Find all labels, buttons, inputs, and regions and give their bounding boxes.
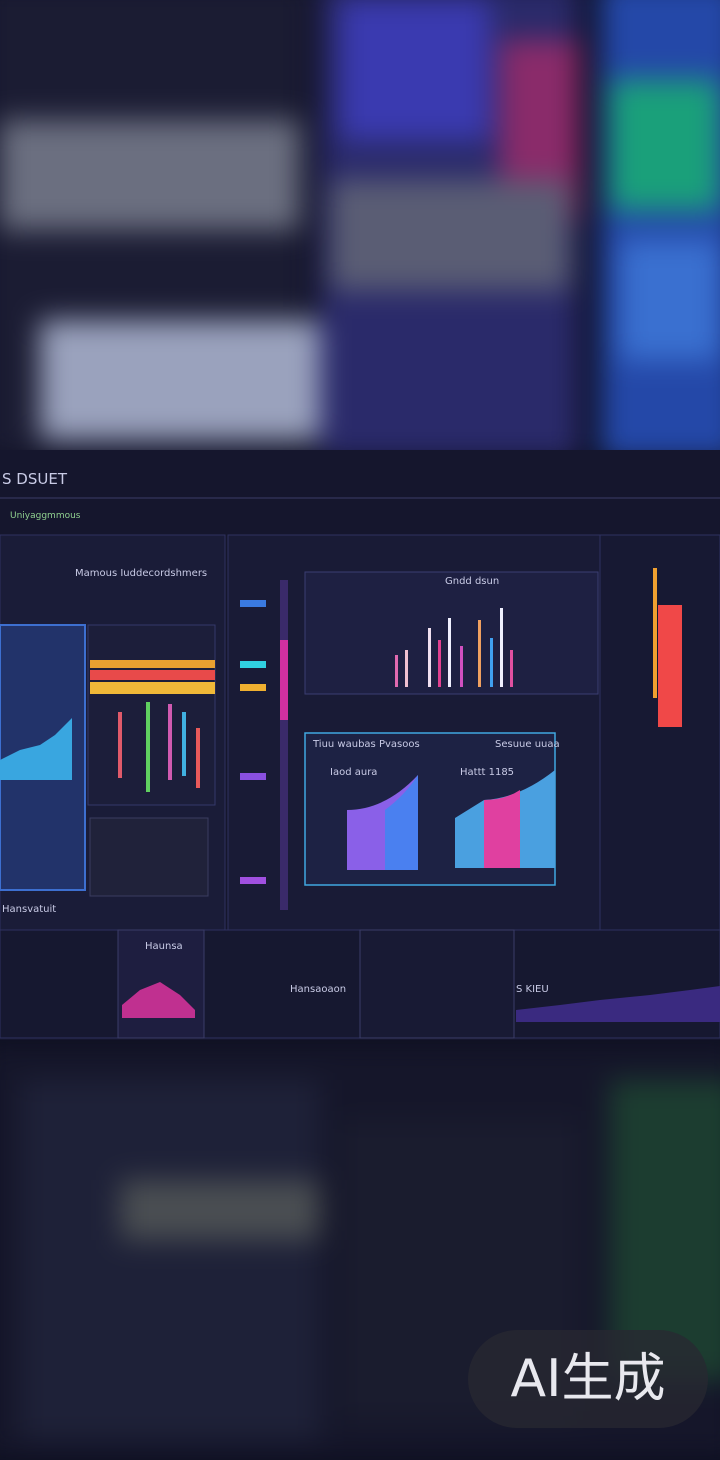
decorative-shape [460,646,463,687]
panel-label: Sesuue uuaa [495,739,560,750]
decorative-shape [118,712,122,778]
decorative-shape [304,571,599,695]
decorative-shape [280,640,288,720]
decorative-shape [182,712,186,776]
decorative-shape [0,718,72,780]
decorative-shape [490,638,493,687]
panel-label: S KIEU [516,984,549,995]
decorative-shape [122,982,195,1018]
decorative-shape [240,600,266,607]
panel-label: Hattt 1185 [460,767,514,778]
panel-label: Hansvatuit [2,904,56,915]
decorative-shape [90,682,215,694]
decorative-shape [240,773,266,780]
decorative-shape [484,790,520,868]
decorative-shape [20,1080,320,1440]
decorative-shape [385,775,418,870]
dashboard-title: S DSUET [2,470,68,488]
decorative-shape [168,704,172,780]
decorative-shape [653,568,657,698]
decorative-shape [146,702,150,792]
decorative-shape [120,1180,320,1240]
decorative-shape [87,624,216,806]
decorative-shape [405,650,408,687]
decorative-shape [620,240,720,360]
decorative-bars [395,608,513,687]
decorative-shape [40,320,320,440]
panel-label: Gndd dsun [445,576,499,587]
decorative-shape [359,929,515,1039]
panel-label: Iaod aura [330,767,377,778]
decorative-shape [240,877,266,884]
decorative-shape [330,180,570,290]
decorative-shape [89,817,209,897]
decorative-shape [510,650,513,687]
watermark: AI生成 [468,1330,708,1428]
dashboard-subtitle: Uniyaggmmous [10,511,81,521]
decorative-shape [448,618,451,687]
decorative-shape [240,684,266,691]
decorative-shape [600,0,720,460]
panel-label: Mamous Iuddecordshmers [75,568,207,579]
decorative-shape [0,120,300,230]
decorative-shape [438,640,441,687]
decorative-shape [280,580,288,910]
panel-label: Haunsa [145,941,183,952]
decorative-shape [478,620,481,687]
decorative-shape [610,80,720,210]
dashboard: S DSUET Uniyaggmmous Mamous Iuddecordshm… [0,450,720,1040]
decorative-shape [500,608,503,687]
decorative-shape [90,670,215,680]
blurred-backdrop-bottom [0,1040,720,1460]
panel-label: Tiuu waubas Pvasoos [312,739,420,750]
decorative-shape [516,986,720,1022]
decorative-shape [395,655,398,687]
decorative-shape [340,0,490,140]
blurred-backdrop-top [0,0,720,460]
decorative-shape [90,660,215,668]
decorative-shape [428,628,431,687]
decorative-shape [599,534,720,931]
decorative-shape [240,661,266,668]
decorative-shape [196,728,200,788]
panel-label: Hansaoaon [290,984,346,995]
decorative-shape [658,605,682,727]
